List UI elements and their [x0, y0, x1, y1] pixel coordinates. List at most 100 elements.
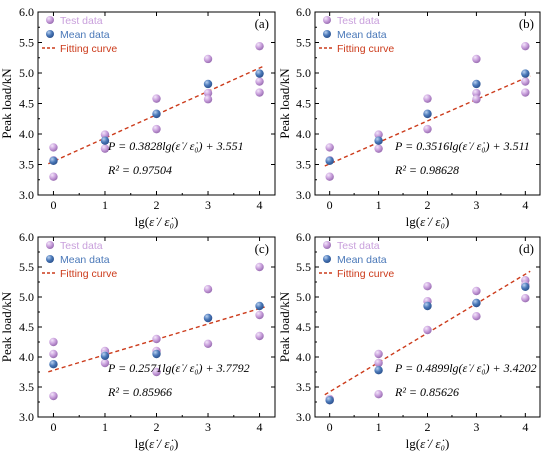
test-data-point [203, 339, 213, 348]
legend-test-marker [46, 16, 54, 24]
y-tick-label: 4.5 [296, 320, 311, 334]
x-axis-title-suffix: ) [445, 436, 449, 451]
test-data-point [521, 294, 530, 303]
mean-data-point [325, 396, 334, 405]
test-data-point [325, 172, 334, 181]
y-tick-label: 3.0 [19, 188, 34, 202]
test-data-point [374, 144, 383, 153]
x-axis-title-prefix: lg( [406, 214, 420, 229]
y-tick-label: 4.0 [19, 350, 34, 364]
y-tick-label: 3.0 [296, 188, 311, 202]
panel-c: 0 1 2 3 4 3.0 3.5 4.0 4.5 5.0 5.5 6.0 Peak load/kN lg… [0, 230, 276, 451]
y-tick-label: 3.5 [19, 380, 34, 394]
legend-mean-label: Mean data [60, 254, 110, 266]
y-tick-label: 4.5 [19, 97, 34, 111]
x-tick-label: 1 [376, 420, 382, 434]
x-axis-title: lg(ε̇ / ε̇₀) [406, 436, 450, 451]
x-axis-title-body: ε̇ / ε̇₀ [149, 214, 174, 229]
y-tick-label: 4.0 [296, 127, 311, 141]
fit-r-squared: R² = 0.85966 [107, 385, 172, 399]
test-data-point [203, 95, 213, 104]
test-data-point [255, 41, 264, 51]
legend-fit-label: Fitting curve [60, 268, 117, 280]
panel-letter: (a) [255, 16, 269, 31]
legend-fit-label: Fitting curve [337, 268, 394, 280]
legend-mean-marker [323, 255, 331, 263]
test-data-point [203, 88, 213, 98]
test-data-point [472, 88, 481, 98]
legend-mean-marker [46, 30, 54, 38]
legend-mean-marker [46, 255, 54, 263]
x-axis-title-prefix: lg( [135, 436, 149, 451]
panel-b: 0 1 2 3 4 3.0 3.5 4.0 4.5 5.0 5.5 6.0 Peak load/kN lg… [277, 5, 541, 229]
test-data-point [49, 337, 58, 347]
x-tick-label: 1 [102, 420, 108, 434]
mean-data-point [423, 109, 432, 119]
y-tick-label: 4.0 [296, 350, 311, 364]
test-data-point [472, 95, 481, 104]
test-data-point [152, 94, 161, 103]
test-data-point [374, 358, 383, 368]
mean-data-point [521, 69, 530, 78]
legend-mean-label: Mean data [337, 29, 387, 41]
legend-test-marker [323, 16, 331, 24]
y-tick-label: 5.5 [296, 260, 311, 274]
y-tick-label: 5.5 [296, 36, 311, 50]
y-tick-label: 6.0 [19, 5, 34, 19]
legend-mean-label: Mean data [60, 29, 110, 41]
legend-test-label: Test data [60, 240, 103, 252]
x-tick-label: 1 [376, 198, 382, 212]
test-data-point [100, 130, 110, 139]
legend-test-label: Test data [337, 15, 380, 27]
mean-data-point [255, 69, 264, 78]
test-data-point [49, 172, 58, 181]
test-data-point [255, 331, 264, 341]
y-tick-label: 4.5 [19, 320, 34, 334]
fit-equation: P = 0.3828lg(ε̇ / ε̇₀) + 3.551 [107, 139, 244, 153]
test-data-point [255, 77, 264, 86]
y-tick-label: 6.0 [296, 5, 311, 19]
y-tick-label: 4.0 [19, 127, 34, 141]
legend-mean-label: Mean data [337, 254, 387, 266]
test-data-point [325, 143, 334, 152]
x-tick-label: 2 [154, 198, 160, 212]
panel-a: 0 1 2 3 4 3.0 3.5 4.0 4.5 5.0 5.5 6.0 Peak load/kN lg… [0, 5, 276, 229]
x-tick-label: 1 [102, 198, 108, 212]
y-tick-label: 5.0 [296, 290, 311, 304]
x-tick-label: 3 [473, 420, 479, 434]
x-axis-title-suffix: ) [174, 436, 178, 451]
legend-fit-label: Fitting curve [60, 43, 117, 55]
x-tick-label: 4 [522, 198, 528, 212]
test-data-point [100, 358, 110, 368]
x-tick-label: 3 [473, 198, 479, 212]
test-data-point [521, 88, 530, 97]
y-tick-label: 6.0 [19, 230, 34, 244]
test-data-point [472, 286, 481, 296]
y-tick-label: 3.5 [296, 158, 311, 172]
mean-data-point [100, 136, 110, 145]
x-axis-title: lg(ε̇ / ε̇₀) [135, 214, 179, 229]
fit-r-squared: R² = 0.98628 [394, 163, 459, 177]
y-axis-title: Peak load/kN [277, 291, 292, 362]
mean-data-point [521, 282, 530, 291]
x-axis-title-prefix: lg( [406, 436, 420, 451]
test-data-point [374, 130, 383, 139]
test-data-point [49, 143, 58, 152]
legend-test-label: Test data [337, 240, 380, 252]
fitting-curve-line [48, 65, 265, 165]
fitting-curve-line [324, 75, 531, 167]
x-tick-label: 4 [257, 198, 263, 212]
fit-equation: P = 0.3516lg(ε̇ / ε̇₀) + 3.511 [394, 139, 530, 153]
x-tick-label: 0 [50, 420, 56, 434]
x-axis-title-body: ε̇ / ε̇₀ [420, 214, 445, 229]
x-tick-label: 0 [327, 420, 333, 434]
mean-data-point [472, 298, 481, 308]
fit-equation: P = 0.2571lg(ε̇ / ε̇₀) + 3.7792 [107, 361, 250, 375]
y-axis-title: Peak load/kN [0, 291, 14, 362]
legend-test-label: Test data [60, 15, 103, 27]
test-data-point [472, 312, 481, 321]
y-tick-label: 3.0 [296, 410, 311, 424]
x-tick-label: 3 [205, 420, 211, 434]
x-axis-title-suffix: ) [445, 214, 449, 229]
test-data-point [49, 391, 58, 401]
